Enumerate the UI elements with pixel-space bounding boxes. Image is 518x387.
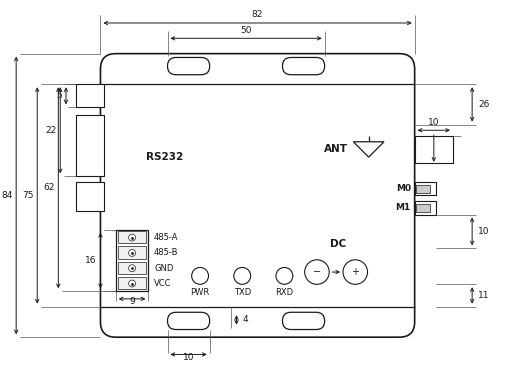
Bar <box>118 262 146 274</box>
Bar <box>76 182 104 211</box>
Circle shape <box>234 267 251 284</box>
FancyBboxPatch shape <box>167 58 210 75</box>
FancyBboxPatch shape <box>167 312 210 329</box>
Circle shape <box>128 234 136 241</box>
Bar <box>414 201 436 214</box>
Text: 75: 75 <box>22 191 33 200</box>
Text: 82: 82 <box>252 10 263 19</box>
Text: 11: 11 <box>478 291 490 300</box>
Text: 16: 16 <box>85 256 97 265</box>
Text: −: − <box>313 267 321 277</box>
Text: 9: 9 <box>129 297 135 306</box>
Text: 485-B: 485-B <box>154 248 179 257</box>
Circle shape <box>128 250 136 256</box>
Text: M1: M1 <box>396 204 411 212</box>
Text: GND: GND <box>154 264 174 273</box>
Bar <box>118 247 146 259</box>
FancyBboxPatch shape <box>282 58 325 75</box>
Text: +: + <box>351 267 359 277</box>
Polygon shape <box>353 142 384 157</box>
Text: 50: 50 <box>240 26 252 35</box>
Text: 10: 10 <box>428 118 440 127</box>
Text: 22: 22 <box>45 126 56 135</box>
Circle shape <box>128 280 136 287</box>
Bar <box>76 84 104 107</box>
Circle shape <box>192 267 209 284</box>
Bar <box>118 277 146 289</box>
Text: 62: 62 <box>43 183 54 192</box>
Text: 10: 10 <box>478 227 490 236</box>
Text: 485-A: 485-A <box>154 233 179 242</box>
Text: VCC: VCC <box>154 279 171 288</box>
FancyBboxPatch shape <box>100 54 414 337</box>
Text: 84: 84 <box>1 191 12 200</box>
Bar <box>414 182 436 195</box>
Text: 5: 5 <box>56 91 62 100</box>
Text: TXD: TXD <box>234 288 251 297</box>
Text: 10: 10 <box>183 353 194 362</box>
Bar <box>76 115 104 176</box>
Bar <box>414 136 453 163</box>
Circle shape <box>276 267 293 284</box>
FancyBboxPatch shape <box>282 312 325 329</box>
Bar <box>416 185 429 193</box>
Circle shape <box>128 265 136 272</box>
Text: M0: M0 <box>396 184 411 193</box>
Bar <box>116 230 148 291</box>
Text: 26: 26 <box>478 100 490 109</box>
Circle shape <box>305 260 329 284</box>
Bar <box>118 231 146 243</box>
Text: PWR: PWR <box>191 288 210 297</box>
Text: RXD: RXD <box>276 288 293 297</box>
Bar <box>416 204 429 212</box>
Text: ANT: ANT <box>324 144 348 154</box>
Text: DC: DC <box>330 239 346 249</box>
Text: RS232: RS232 <box>147 152 184 162</box>
Circle shape <box>343 260 368 284</box>
Text: 4: 4 <box>242 315 248 324</box>
